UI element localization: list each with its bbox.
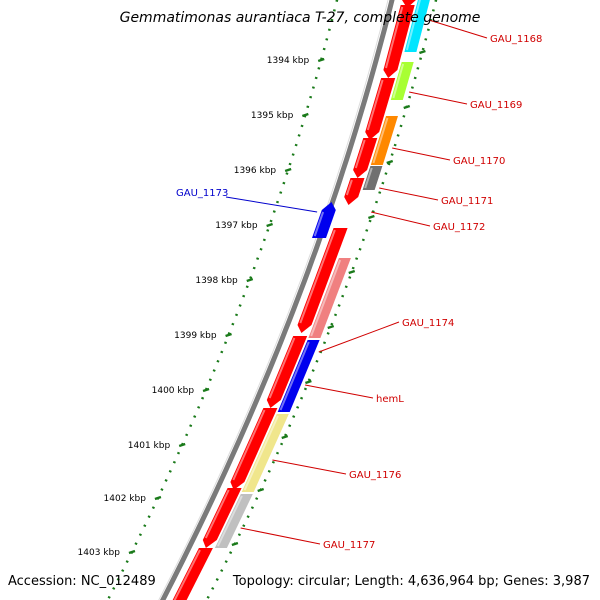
ruler-tick-outer xyxy=(305,379,312,385)
gene-label-leader xyxy=(428,19,488,39)
gene-label-leader xyxy=(318,321,400,353)
ruler-tick xyxy=(178,442,186,448)
gene-label-gau_1170: GAU_1170 xyxy=(453,156,505,167)
gene-label-gau_1176: GAU_1176 xyxy=(349,470,401,481)
ruler-tick xyxy=(225,332,232,338)
gene-label-leader xyxy=(392,147,451,161)
gene-label-leader xyxy=(272,459,347,475)
gene-arrow-8-highlight xyxy=(232,409,266,481)
ruler-tick-label: 1402 kbp xyxy=(104,494,147,504)
ruler-tick-outer xyxy=(403,104,411,110)
ruler-tick-outer xyxy=(257,487,265,493)
gene-category-bar-3 xyxy=(370,116,398,165)
ruler-tick xyxy=(246,277,254,283)
gene-arrow-1 xyxy=(402,0,416,8)
gene-category-bar-3-highlight xyxy=(372,117,389,164)
gene-label-leader xyxy=(240,527,321,545)
gene-arrow-7 xyxy=(266,336,308,408)
gene-category-bar-1 xyxy=(404,0,430,52)
gene-arrow-reverse xyxy=(312,202,336,238)
backbone-arc xyxy=(159,0,395,600)
gene-category-bar-6 xyxy=(277,340,320,412)
ruler-tick-label: 1400 kbp xyxy=(152,386,195,396)
gene-label-leader-blue xyxy=(225,196,318,213)
gene-arrow-5 xyxy=(344,178,365,205)
gene-label-gau_1177: GAU_1177 xyxy=(323,540,375,551)
ruler-tick-label: 1397 kbp xyxy=(215,221,258,231)
gene-label-gau_1174: GAU_1174 xyxy=(402,318,454,329)
gene-label-gau_1168: GAU_1168 xyxy=(490,34,542,45)
ruler-tick xyxy=(202,387,210,393)
gene-arrow-2 xyxy=(383,5,415,78)
gene-arrow-4-highlight xyxy=(354,139,366,169)
gene-arrow-7-highlight xyxy=(268,337,296,399)
gene-arrow-9 xyxy=(202,488,242,548)
ruler-tick-outer xyxy=(281,434,289,440)
gene-arrow-6 xyxy=(297,228,348,333)
gene-arrow-10-highlight xyxy=(173,549,201,600)
ruler-tick-label: 1395 kbp xyxy=(251,111,294,121)
ruler-tick-outer xyxy=(419,49,426,55)
genome-summary-text: Topology: circular; Length: 4,636,964 bp… xyxy=(232,574,590,589)
gene-label-leader xyxy=(379,187,439,201)
gene-label-gau_1172: GAU_1172 xyxy=(433,222,485,233)
gene-category-bar-8-highlight xyxy=(217,495,243,547)
gene-arrow-6-highlight xyxy=(299,229,336,324)
gene-arrow-9-highlight xyxy=(204,489,230,539)
gene-arrow-5-highlight xyxy=(345,179,353,196)
gene-label-gau_1173: GAU_1173 xyxy=(176,188,228,199)
gene-label-leader xyxy=(409,91,468,105)
ruler-tick-outer xyxy=(327,324,335,330)
gene-label-heml: hemL xyxy=(376,394,404,405)
gene-category-bar-2 xyxy=(390,62,414,100)
ruler-tick xyxy=(128,549,136,555)
gene-arrow-reverse-highlight xyxy=(313,211,325,237)
gene-arrow-2-highlight xyxy=(385,6,404,69)
ruler-tick xyxy=(284,167,292,173)
gene-category-bar-7 xyxy=(241,414,289,492)
ruler-tick-label: 1399 kbp xyxy=(174,331,217,341)
ruler-tick-label: 1398 kbp xyxy=(195,276,238,286)
gene-arrow-3 xyxy=(365,78,396,140)
gene-category-bar-1-highlight xyxy=(405,0,421,51)
gene-arrow-4 xyxy=(353,138,378,178)
gene-arrow-8 xyxy=(230,408,278,490)
ruler-tick-label: 1394 kbp xyxy=(267,56,310,66)
gene-category-bar-6-highlight xyxy=(279,341,310,411)
gene-category-bar-5-highlight xyxy=(310,259,342,337)
accession-text: Accession: NC_012489 xyxy=(8,574,156,589)
gene-category-bar-8 xyxy=(214,494,253,548)
gene-label-gau_1169: GAU_1169 xyxy=(470,100,522,111)
gene-label-leader xyxy=(370,211,431,227)
gene-arrow-10 xyxy=(172,548,213,600)
backbone-shadow xyxy=(158,0,389,600)
gene-arrow-3-highlight xyxy=(366,79,384,131)
ruler-tick-outer xyxy=(367,214,375,220)
map-title: Gemmatimonas aurantiaca T-27, complete g… xyxy=(119,10,481,26)
ruler-tick-outer xyxy=(386,159,394,165)
ruler-tick-outer xyxy=(231,541,239,547)
gene-label-gau_1171: GAU_1171 xyxy=(441,196,493,207)
ruler-tick-label: 1403 kbp xyxy=(78,548,121,558)
gene-category-bar-4-highlight xyxy=(364,167,373,189)
ruler-tick-label: 1401 kbp xyxy=(128,441,171,451)
ruler-tick-label: 1396 kbp xyxy=(234,166,277,176)
ruler-tick xyxy=(266,222,274,228)
gene-label-leader xyxy=(305,384,374,399)
ruler-tick xyxy=(154,495,162,501)
gene-category-bar-4 xyxy=(362,166,383,190)
ruler-tick-outer xyxy=(348,269,356,275)
gene-category-bar-2-highlight xyxy=(392,63,405,99)
gene-category-bar-5 xyxy=(308,258,351,338)
ruler-tick xyxy=(301,112,309,118)
ruler-tick xyxy=(317,57,325,63)
gene-category-bar-7-highlight xyxy=(243,415,279,491)
